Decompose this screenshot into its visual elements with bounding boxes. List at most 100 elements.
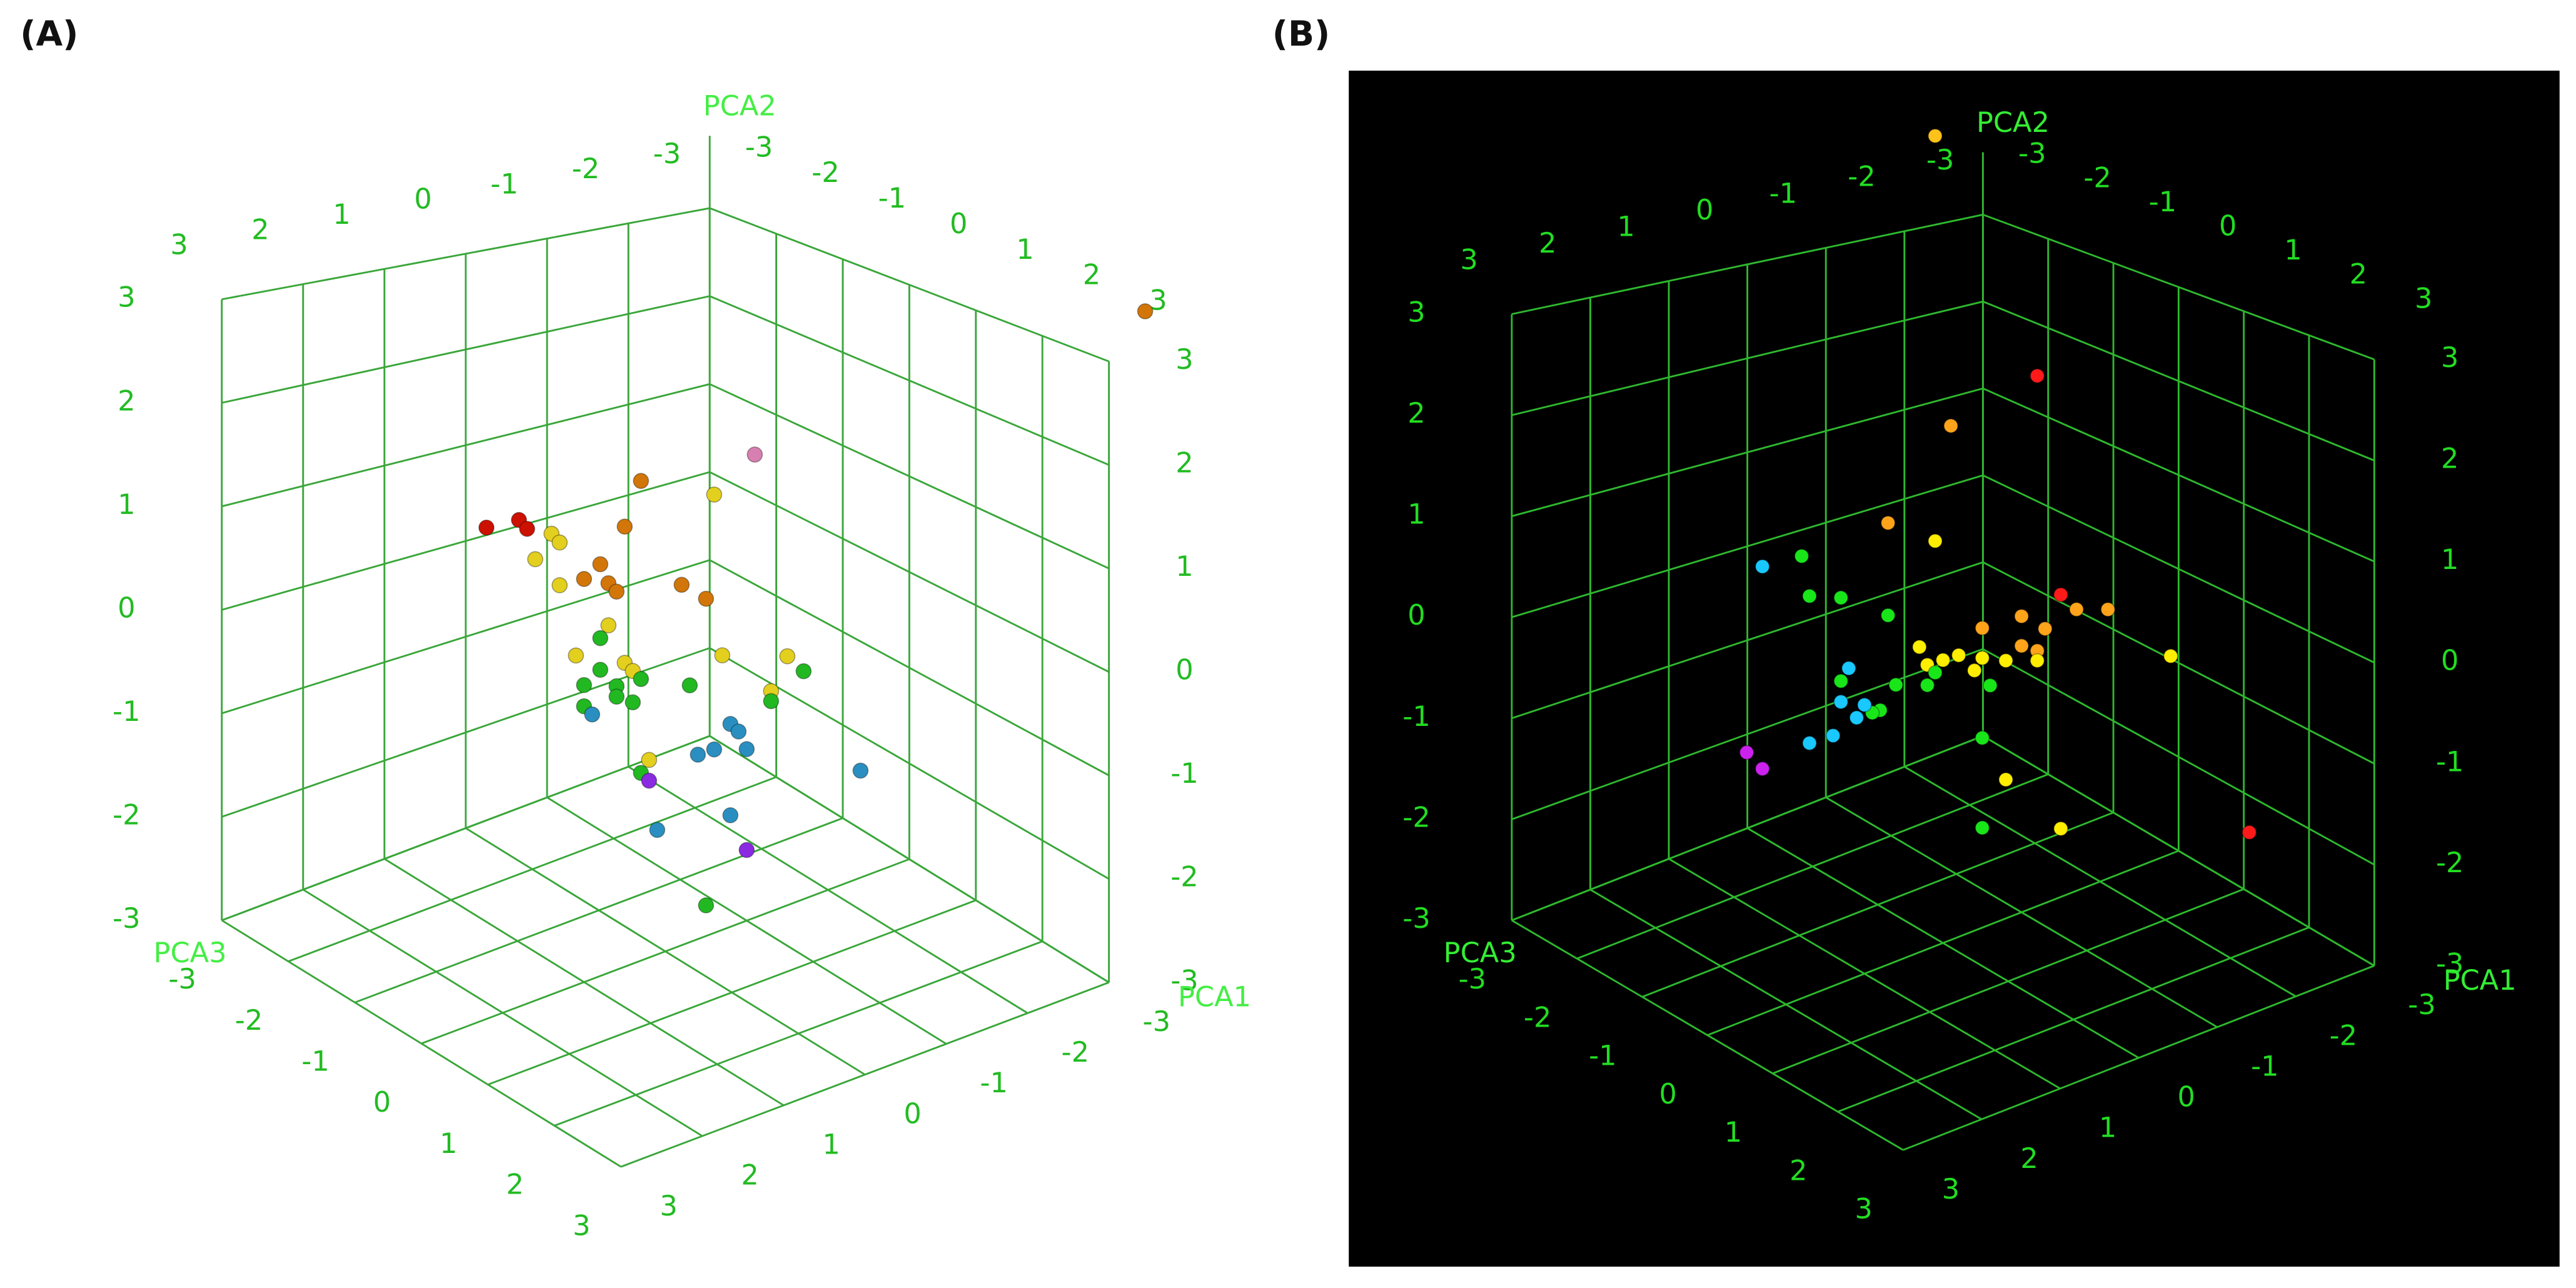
data-point [682,677,698,694]
z-tick-label: -1 [2149,186,2177,218]
data-point [1754,559,1770,574]
data-point [1998,653,2013,668]
data-point [1794,548,1809,564]
x-tick-label: 3 [1460,243,1477,276]
grid-line [1982,387,2375,563]
data-point [1802,735,1817,751]
y-tick-label: -1 [113,695,141,728]
data-point [1919,678,1935,693]
axis-title: PCA2 [703,90,777,123]
data-point [1983,678,1998,693]
data-point [1849,710,1864,725]
x-tick-label: 0 [414,183,431,216]
z-tick-label: 1 [2284,234,2302,266]
grid-line [288,776,777,962]
grid-line [1511,387,1983,517]
grid-line [487,899,977,1086]
grid-line [709,383,1110,570]
z-tick-label: 0 [1659,1078,1677,1110]
x-tick-label: 2 [2020,1142,2038,1175]
y-tick-label: 0 [118,591,135,624]
z-tick-label: 0 [950,208,967,240]
data-point [641,752,658,768]
z-tick-label: 3 [1854,1193,1872,1225]
data-point [616,518,633,535]
data-point [1928,665,1943,680]
data-point [690,747,707,763]
data-point [1739,745,1754,760]
x-tick-label: -2 [571,153,600,185]
data-point [649,822,666,838]
data-point [1880,515,1896,531]
data-point [592,556,608,573]
data-point [763,693,780,710]
x-tick-label: 3 [660,1190,677,1222]
data-point [2014,608,2030,624]
y-tick-label: 0 [1407,599,1425,631]
data-point [698,590,715,607]
data-point [600,617,616,634]
data-point [576,571,592,587]
data-point [2038,621,2053,636]
data-point [1880,608,1896,623]
y-tick-label: -1 [1170,757,1199,790]
x-tick-label: -3 [1143,1005,1171,1038]
grid-line [709,207,1110,363]
z-tick-label: -3 [1459,963,1487,995]
grid-line [421,858,910,1045]
plot-background [1349,70,2560,1267]
x-tick-label: 0 [1696,194,1713,226]
z-tick-label: -2 [812,156,840,189]
axis-title: PCA1 [2443,964,2517,997]
grid-line [1511,648,1983,820]
y-tick-label: 3 [1407,296,1425,328]
panel: (A) -3 -3 -2 -2 -1 -1 0 0 1 1 2 2 3 3 -3 -3 -2 -2 -1 -1 0 0 1 1 2… [20,14,1251,1242]
grid-line [1982,648,2375,866]
data-point [2053,587,2068,602]
data-point [2030,653,2045,668]
z-tick-label: 0 [2219,210,2236,243]
data-point [608,583,625,600]
y-tick-label: -1 [2436,745,2464,778]
y-tick-label: 2 [2441,443,2458,475]
data-point [706,741,723,758]
grid-line [709,471,1110,673]
z-tick-label: -1 [301,1045,330,1078]
panel-label: (B) [1272,14,1330,54]
data-point [1943,418,1958,433]
data-point [1912,639,1927,655]
data-point [1137,303,1154,319]
grid-line [221,207,710,301]
x-tick-label: 0 [2178,1081,2195,1114]
z-tick-label: -1 [878,182,906,214]
grid-line [1511,735,1983,922]
z-tick-label: -2 [2083,161,2111,194]
data-point [592,630,608,647]
x-tick-label: -3 [653,138,682,170]
x-tick-label: -1 [1769,177,1798,209]
data-point [722,807,739,823]
data-point [1802,588,1817,604]
x-tick-label: 1 [333,198,350,231]
x-tick-label: 1 [822,1129,840,1161]
grid-line [709,559,1110,777]
data-point [584,706,600,723]
z-tick-label: -2 [1524,1001,1552,1034]
grid-line [1511,300,1983,416]
data-point [747,446,763,463]
grid-line [221,471,710,611]
data-point [1928,533,1943,549]
x-tick-label: -3 [2408,989,2436,1021]
grid-line [221,383,710,508]
data-point [1975,730,1990,746]
y-tick-label: -3 [1170,964,1199,997]
data-point [795,663,812,680]
grid-line [620,981,1110,1168]
x-tick-label: 2 [251,213,269,246]
data-point [706,486,723,503]
data-point [608,688,625,705]
x-tick-label: -2 [1848,161,1876,193]
y-tick-label: 3 [1175,343,1193,376]
y-tick-label: 1 [2441,543,2458,576]
